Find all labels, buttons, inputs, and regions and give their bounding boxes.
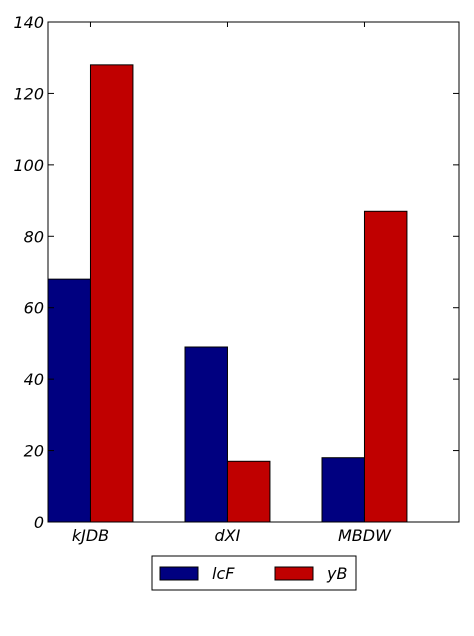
y-tick-label: 100 bbox=[13, 156, 44, 175]
x-tick-label: MBDW bbox=[338, 526, 392, 545]
legend-swatch-lcF bbox=[159, 566, 199, 581]
bar-lcF-MBDW bbox=[321, 457, 365, 523]
x-tick-label: dXI bbox=[215, 526, 241, 545]
bar-lcF-kJDB bbox=[47, 278, 91, 523]
ticks-layer: kJDB dXI MBDW 0 20 40 60 80 100 120 140 bbox=[13, 13, 459, 545]
bar-lcF-dXI bbox=[184, 346, 228, 523]
y-tick-label: 120 bbox=[13, 84, 44, 103]
bars-layer bbox=[47, 64, 408, 523]
y-tick-label: 20 bbox=[24, 442, 44, 461]
bar-yB-MBDW bbox=[363, 210, 408, 523]
y-tick-label: 140 bbox=[13, 13, 44, 32]
y-tick-label: 0 bbox=[34, 513, 44, 532]
legend-swatch-yB bbox=[274, 566, 314, 581]
bar-yB-kJDB bbox=[89, 64, 134, 523]
legend: lcF yB bbox=[151, 555, 357, 591]
y-tick-label: 80 bbox=[24, 227, 44, 246]
plot-frame bbox=[47, 21, 460, 523]
x-tick-label: kJDB bbox=[72, 526, 109, 545]
legend-label-yB: yB bbox=[326, 564, 347, 583]
y-tick-label: 40 bbox=[24, 370, 44, 389]
bar-yB-dXI bbox=[226, 460, 271, 523]
y-tick-label: 60 bbox=[24, 299, 44, 318]
legend-label-lcF: lcF bbox=[212, 564, 235, 583]
